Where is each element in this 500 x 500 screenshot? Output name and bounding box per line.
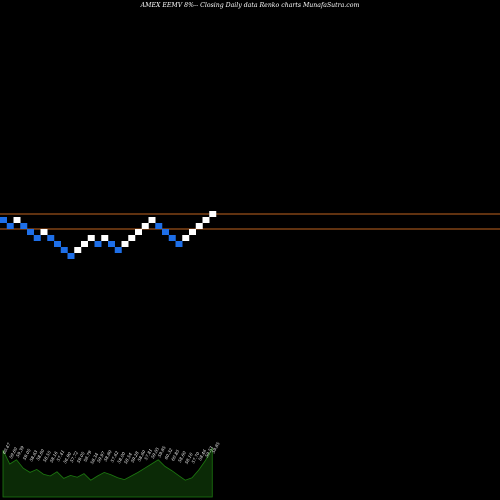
volume-label-10: 56.90 xyxy=(62,451,72,464)
volume-label-29: 57.70 xyxy=(190,451,200,464)
volume-label-14: 58.34 xyxy=(89,452,99,465)
volume-label-31: 59.53 xyxy=(204,445,214,458)
brick-11 xyxy=(67,253,75,259)
brick-12 xyxy=(74,247,82,253)
volume-label-5: 58.63 xyxy=(28,449,38,462)
brick-28 xyxy=(182,235,190,241)
brick-9 xyxy=(54,241,61,247)
brick-24 xyxy=(155,223,163,229)
volume-labels: 60.4759.6059.3959.0558.6358.6058.5558.16… xyxy=(1,441,220,465)
volume-label-18: 58.00 xyxy=(116,451,126,464)
volume-label-11: 57.72 xyxy=(69,450,79,463)
volume-label-32: 59.85 xyxy=(211,441,221,454)
volume-label-12: 59.05 xyxy=(76,451,86,464)
brick-3 xyxy=(13,217,21,223)
volume-label-8: 58.16 xyxy=(49,450,59,463)
brick-31 xyxy=(202,217,210,223)
brick-7 xyxy=(40,229,48,235)
volume-label-21: 58.60 xyxy=(136,449,146,462)
brick-8 xyxy=(47,235,55,241)
brick-2 xyxy=(6,223,14,229)
volume-label-17: 57.62 xyxy=(109,450,119,463)
volume-label-15: 59.97 xyxy=(96,450,106,463)
brick-21 xyxy=(135,229,142,235)
brick-22 xyxy=(141,223,149,229)
volume-label-25: 60.32 xyxy=(163,447,173,460)
volume-panel xyxy=(2,447,213,498)
volume-label-16: 58.80 xyxy=(103,449,113,462)
chart-title: AMEX EEMV 8%-- Closing Daily data Renko … xyxy=(140,2,360,9)
volume-label-23: 59.05 xyxy=(150,446,160,459)
volume-label-3: 59.39 xyxy=(15,445,25,458)
volume-label-7: 58.55 xyxy=(42,450,52,463)
brick-10 xyxy=(60,247,68,253)
brick-15 xyxy=(94,241,102,247)
brick-14 xyxy=(87,235,95,241)
renko-bricks xyxy=(0,211,217,259)
volume-label-19: 58.54 xyxy=(123,451,133,464)
brick-20 xyxy=(128,235,136,241)
brick-27 xyxy=(175,241,183,247)
reference-lines xyxy=(0,213,500,230)
volume-label-28: 58.16 xyxy=(184,452,194,465)
brick-30 xyxy=(195,223,203,229)
volume-area xyxy=(2,447,213,498)
brick-18 xyxy=(114,247,122,253)
volume-label-24: 59.85 xyxy=(157,445,167,458)
brick-13 xyxy=(81,241,88,247)
volume-label-22: 57.81 xyxy=(143,448,153,461)
brick-17 xyxy=(108,241,115,247)
volume-label-27: 58.60 xyxy=(177,450,187,463)
volume-label-9: 57.41 xyxy=(55,449,65,462)
volume-label-13: 58.79 xyxy=(82,449,92,462)
volume-label-26: 60.85 xyxy=(170,448,180,461)
brick-26 xyxy=(168,235,176,241)
brick-23 xyxy=(148,217,156,223)
brick-29 xyxy=(189,229,196,235)
brick-5 xyxy=(27,229,34,235)
brick-4 xyxy=(20,223,28,229)
volume-label-20: 59.28 xyxy=(130,450,140,463)
volume-label-2: 59.60 xyxy=(8,446,18,459)
brick-19 xyxy=(121,241,129,247)
brick-16 xyxy=(101,235,109,241)
brick-32 xyxy=(209,211,217,217)
volume-label-4: 59.05 xyxy=(22,448,32,461)
volume-label-1: 60.47 xyxy=(1,442,11,455)
volume-label-30: 58.46 xyxy=(197,448,207,461)
brick-1 xyxy=(0,217,7,223)
brick-6 xyxy=(33,235,41,241)
volume-label-6: 58.60 xyxy=(35,448,45,461)
brick-25 xyxy=(162,229,169,235)
